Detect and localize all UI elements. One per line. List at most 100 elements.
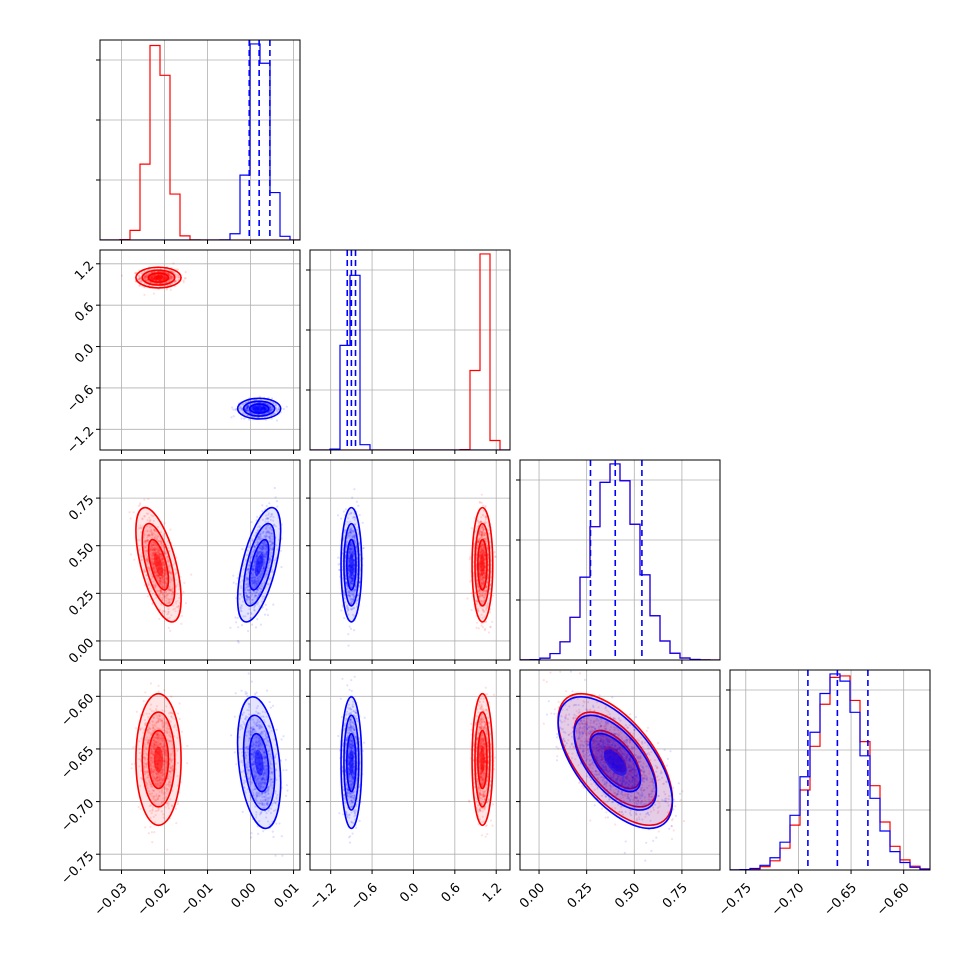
sample-point	[159, 591, 162, 595]
sample-point	[480, 551, 483, 554]
sample-point	[263, 555, 266, 558]
sample-point	[270, 548, 273, 551]
sample-point	[169, 581, 172, 584]
sample-point	[251, 412, 254, 415]
sample-point	[263, 407, 266, 410]
sample-point	[152, 292, 155, 295]
sample-point	[160, 591, 163, 594]
sample-point	[151, 275, 154, 278]
sample-point	[254, 405, 257, 408]
sample-point	[163, 268, 166, 271]
sample-point	[265, 556, 268, 559]
sample-point	[268, 411, 271, 414]
sample-point	[255, 591, 258, 594]
sample-point	[164, 591, 167, 594]
sample-point	[481, 609, 484, 612]
sample-point	[153, 528, 156, 532]
sample-point	[160, 556, 163, 559]
sample-point	[157, 540, 160, 543]
sample-point	[469, 556, 472, 559]
sample-point	[171, 591, 174, 594]
sample-point	[480, 534, 483, 537]
contour-line	[477, 538, 488, 591]
sample-point	[147, 533, 151, 536]
sample-point	[139, 524, 142, 527]
sample-point	[262, 546, 265, 549]
sample-point	[170, 275, 173, 278]
sample-point	[150, 275, 153, 278]
sample-point	[252, 407, 255, 410]
sample-point	[170, 598, 174, 601]
sample-point	[159, 590, 162, 593]
sample-point	[141, 517, 144, 520]
sample-point	[253, 409, 256, 412]
y-tick-label: 0.0	[72, 341, 97, 366]
density-fill	[254, 406, 264, 411]
sample-point	[275, 500, 279, 503]
sample-point	[151, 548, 154, 551]
sample-point	[353, 563, 356, 566]
sample-point	[162, 560, 165, 564]
sample-point	[347, 594, 350, 597]
sample-point	[253, 609, 256, 612]
sample-point	[348, 625, 351, 628]
sample-point	[353, 567, 356, 570]
sample-point	[252, 407, 255, 411]
sample-point	[166, 272, 169, 275]
sample-point	[479, 593, 482, 597]
sample-point	[347, 565, 350, 568]
sample-point	[257, 550, 261, 553]
sample-point	[151, 546, 154, 549]
sample-point	[257, 404, 260, 407]
sample-point	[152, 580, 155, 583]
sample-point	[159, 581, 162, 584]
sample-point	[170, 277, 173, 280]
sample-point	[159, 589, 163, 592]
sample-point	[478, 538, 481, 541]
sample-point	[482, 550, 485, 554]
sample-point	[340, 609, 343, 612]
sample-point	[163, 573, 167, 576]
sample-point	[175, 279, 178, 282]
sample-point	[351, 545, 354, 548]
sample-point	[271, 570, 274, 573]
sample-point	[347, 559, 350, 563]
sample-point	[483, 589, 486, 592]
sample-point	[163, 595, 166, 598]
sample-point	[265, 545, 268, 548]
sample-point	[483, 556, 487, 559]
sample-point	[145, 525, 149, 528]
sample-point	[352, 533, 355, 536]
sample-point	[485, 620, 488, 623]
sample-point	[167, 546, 170, 550]
sample-point	[150, 546, 153, 549]
sample-point	[251, 539, 254, 542]
sample-point	[277, 407, 280, 410]
sample-point	[162, 595, 165, 598]
sample-point	[475, 626, 478, 630]
sample-point	[165, 599, 168, 602]
sample-point	[268, 536, 271, 539]
sample-point	[337, 563, 340, 566]
sample-point	[271, 513, 274, 516]
sample-point	[149, 547, 152, 551]
sample-point	[128, 511, 131, 514]
sample-point	[486, 602, 489, 605]
sample-point	[164, 573, 167, 576]
sample-point	[263, 555, 267, 558]
sample-point	[251, 623, 254, 626]
sample-point	[269, 407, 272, 410]
sample-point	[164, 277, 168, 280]
sample-point	[349, 582, 352, 585]
sample-point	[260, 574, 263, 577]
sample-point	[138, 278, 141, 281]
sample-point	[268, 547, 272, 550]
sample-point	[244, 407, 247, 410]
sample-point	[482, 528, 485, 531]
sample-point	[248, 418, 251, 421]
sample-point	[152, 541, 156, 545]
sample-point	[268, 553, 271, 556]
sample-point	[480, 583, 483, 587]
sample-point	[256, 538, 259, 541]
sample-point	[161, 585, 164, 588]
